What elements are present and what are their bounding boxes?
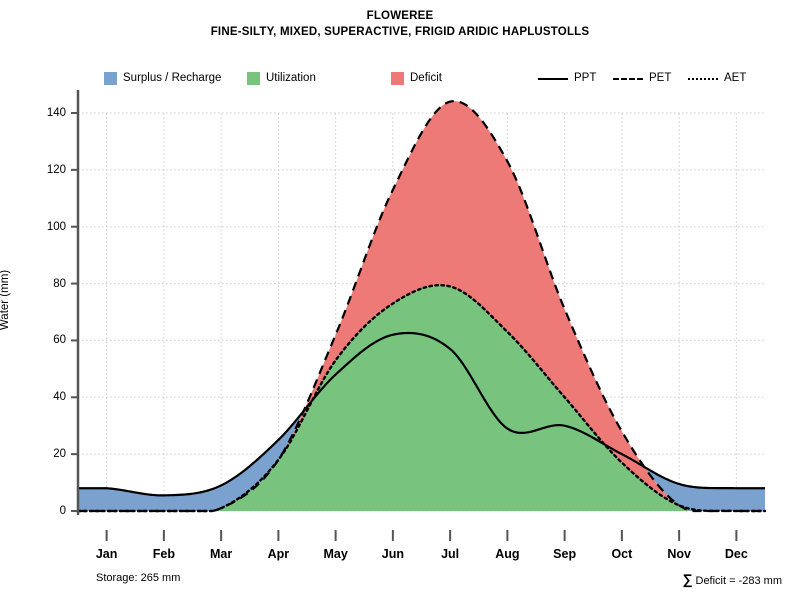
y-axis-tick-label: 140 — [46, 107, 66, 119]
y-axis-tick-label: 60 — [53, 334, 66, 347]
chart-legend: Surplus / Recharge Utilization Deficit P… — [0, 69, 800, 87]
x-axis-tick-label-aug: Aug — [495, 547, 520, 561]
chart-title-line-1: FLOWEREE — [366, 10, 434, 22]
legend-line-ppt-icon — [538, 72, 568, 85]
chart-title: FLOWEREE FINE-SILTY, MIXED, SUPERACTIVE,… — [0, 8, 800, 40]
y-axis-tick-label: 80 — [53, 277, 66, 290]
legend-label-deficit: Deficit — [410, 72, 442, 84]
x-axis-tick-label-apr: Apr — [267, 547, 290, 561]
legend-label-utilization: Utilization — [266, 72, 316, 84]
legend-label-surplus-recharge: Surplus / Recharge — [123, 72, 222, 84]
area-surplus-recharge — [78, 412, 303, 511]
legend-item-deficit: Deficit — [391, 69, 442, 87]
area-surplus-recharge — [645, 467, 765, 511]
legend-item-pet: PET — [613, 69, 671, 87]
legend-swatch-surplus-recharge — [104, 71, 117, 85]
legend-swatch-utilization — [247, 71, 260, 85]
legend-line-pet-icon — [613, 72, 643, 85]
x-axis-tick-label-oct: Oct — [611, 547, 633, 561]
deficit-annotation-text: Deficit = -283 mm — [695, 575, 783, 587]
curve-ppt — [78, 331, 765, 497]
legend-label-ppt: PPT — [574, 72, 597, 84]
curve-aet — [76, 283, 767, 513]
y-axis-tick-label: 40 — [53, 391, 66, 404]
x-axis-tick-label-jul: Jul — [441, 547, 460, 561]
legend-label-pet: PET — [649, 72, 672, 84]
y-axis-tick-label: 0 — [59, 505, 66, 517]
storage-annotation: Storage: 265 mm — [96, 572, 181, 584]
legend-item-utilization: Utilization — [247, 69, 316, 87]
x-axis-tick-label-mar: Mar — [210, 547, 233, 561]
x-axis-tick-label-feb: Feb — [152, 547, 175, 561]
y-axis-tick-label: 100 — [46, 220, 66, 233]
legend-swatch-deficit — [391, 71, 404, 85]
sigma-icon: ∑ — [682, 571, 693, 587]
x-axis-tick-label-jun: Jun — [381, 547, 404, 561]
legend-item-aet: AET — [688, 69, 746, 87]
legend-label-aet: AET — [724, 72, 747, 84]
x-axis-tick-label-dec: Dec — [724, 547, 748, 561]
legend-item-surplus-recharge: Surplus / Recharge — [104, 69, 221, 87]
x-axis-tick-label-sep: Sep — [553, 547, 577, 561]
chart-title-line-2: FINE-SILTY, MIXED, SUPERACTIVE, FRIGID A… — [210, 26, 590, 38]
legend-item-ppt: PPT — [538, 69, 596, 87]
curve-pet — [78, 100, 765, 513]
x-axis-tick-label-may: May — [323, 547, 348, 561]
x-axis-tick-label-jan: Jan — [95, 547, 118, 561]
area-deficit — [78, 101, 765, 512]
x-axis-tick-label-nov: Nov — [667, 547, 691, 561]
deficit-annotation: ∑ Deficit = -283 mm — [682, 571, 782, 587]
legend-line-aet-icon — [688, 72, 718, 85]
area-utilization — [78, 285, 765, 511]
y-axis-tick-label: 120 — [46, 163, 66, 176]
y-axis-tick-label: 20 — [53, 448, 66, 461]
